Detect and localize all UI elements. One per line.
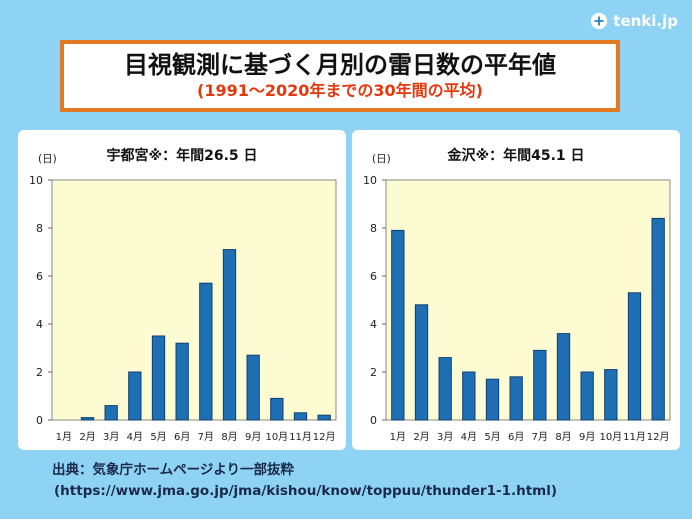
x-tick-label: 1月 — [56, 431, 72, 443]
chart-title: 宇都宮※：年間26.5 日 — [106, 147, 257, 164]
x-tick-label: 12月 — [647, 431, 670, 443]
x-tick-label: 5月 — [484, 431, 500, 443]
x-tick-label: 12月 — [313, 431, 336, 443]
bar-8月 — [222, 249, 237, 421]
y-tick-label: 4 — [370, 318, 377, 331]
bar-3月 — [104, 405, 118, 421]
bar-3月 — [438, 357, 452, 421]
x-tick-label: 4月 — [461, 431, 477, 443]
y-tick-label: 0 — [370, 414, 377, 427]
x-tick-label: 2月 — [413, 431, 429, 443]
chart-kanazawa: 金沢※：年間45.1 日 (日) 0 2 4 6 8 10 1月 2月 3月 4月 5月 6月 7月 8月 9月… — [363, 147, 671, 443]
chart-panel-kanazawa: 金沢※：年間45.1 日 (日) 0 2 4 6 8 10 1月 2月 3月 4月 5月 6月 7月 8月 9月… — [352, 130, 680, 450]
x-tick-label: 8月 — [555, 431, 571, 443]
bar-9月 — [246, 354, 260, 421]
bar-5月 — [485, 378, 500, 421]
chart-panel-utsunomiya: 宇都宮※：年間26.5 日 (日) 0 2 4 6 8 10 1月 2月 3月 4月 5月 6月 7月 8月 9… — [18, 130, 346, 450]
x-tick-label: 1月 — [390, 431, 406, 443]
y-tick-label: 6 — [36, 270, 43, 283]
x-tick-label: 11月 — [623, 431, 646, 443]
tenki-logo-icon — [591, 12, 608, 30]
tenki-logo[interactable]: tenki.jp — [590, 12, 678, 30]
bar-6月 — [175, 342, 189, 421]
bar-11月 — [293, 412, 308, 421]
y-tick-label: 2 — [36, 366, 43, 379]
bar-7月 — [199, 282, 213, 421]
title-box: 目視観測に基づく月別の雷日数の平年値 (1991～2020年までの30年間の平均… — [60, 40, 620, 112]
x-tick-label: 6月 — [174, 431, 190, 443]
bar-5月 — [151, 335, 166, 421]
x-tick-label: 10月 — [599, 431, 622, 443]
y-tick-label: 6 — [370, 270, 377, 283]
y-tick-label: 0 — [36, 414, 43, 427]
bar-6月 — [509, 376, 523, 421]
y-tick-label: 10 — [363, 174, 377, 187]
x-tick-label: 5月 — [150, 431, 166, 443]
bar-10月 — [270, 397, 284, 421]
x-tick-label: 8月 — [221, 431, 237, 443]
bar-2月 — [414, 304, 429, 421]
x-tick-label: 3月 — [437, 431, 453, 443]
y-axis-unit-label: (日) — [38, 153, 57, 165]
x-tick-label: 10月 — [265, 431, 288, 443]
bar-8月 — [556, 333, 571, 421]
x-tick-label: 11月 — [289, 431, 312, 443]
x-tick-label: 7月 — [198, 431, 214, 443]
y-tick-label: 2 — [370, 366, 377, 379]
y-tick-label: 8 — [36, 222, 43, 235]
bar-2月 — [80, 417, 95, 421]
plot-area — [385, 179, 671, 421]
bar-1月 — [391, 229, 405, 421]
y-tick-label: 8 — [370, 222, 377, 235]
x-tick-label: 6月 — [508, 431, 524, 443]
bar-11月 — [627, 292, 642, 421]
x-tick-label: 4月 — [127, 431, 143, 443]
bar-12月 — [317, 414, 331, 421]
plot-area — [51, 179, 337, 421]
page-subtitle: (1991～2020年までの30年間の平均) — [197, 81, 483, 100]
y-tick-label: 10 — [29, 174, 43, 187]
y-axis-unit-label: (日) — [372, 153, 391, 165]
x-tick-label: 7月 — [532, 431, 548, 443]
bar-10月 — [604, 369, 618, 421]
bar-4月 — [128, 371, 142, 421]
logo-text: tenki.jp — [613, 12, 678, 30]
bar-7月 — [533, 349, 547, 421]
y-tick-label: 4 — [36, 318, 43, 331]
x-tick-label: 3月 — [103, 431, 119, 443]
source-note: 出典：気象庁ホームページより一部抜粋 (https://www.jma.go.j… — [52, 460, 672, 502]
x-tick-label: 9月 — [245, 431, 261, 443]
source-label: 出典：気象庁ホームページより一部抜粋 — [52, 462, 295, 478]
page-title: 目視観測に基づく月別の雷日数の平年値 — [124, 51, 556, 79]
chart-title: 金沢※：年間45.1 日 — [446, 147, 584, 164]
x-tick-label: 2月 — [79, 431, 95, 443]
source-url: (https://www.jma.go.jp/jma/kishou/know/t… — [54, 483, 558, 499]
bar-12月 — [651, 217, 665, 421]
bar-9月 — [580, 371, 594, 421]
bar-4月 — [462, 371, 476, 421]
chart-utsunomiya: 宇都宮※：年間26.5 日 (日) 0 2 4 6 8 10 1月 2月 3月 4月 5月 6月 7月 8月 9… — [29, 147, 337, 443]
x-tick-label: 9月 — [579, 431, 595, 443]
